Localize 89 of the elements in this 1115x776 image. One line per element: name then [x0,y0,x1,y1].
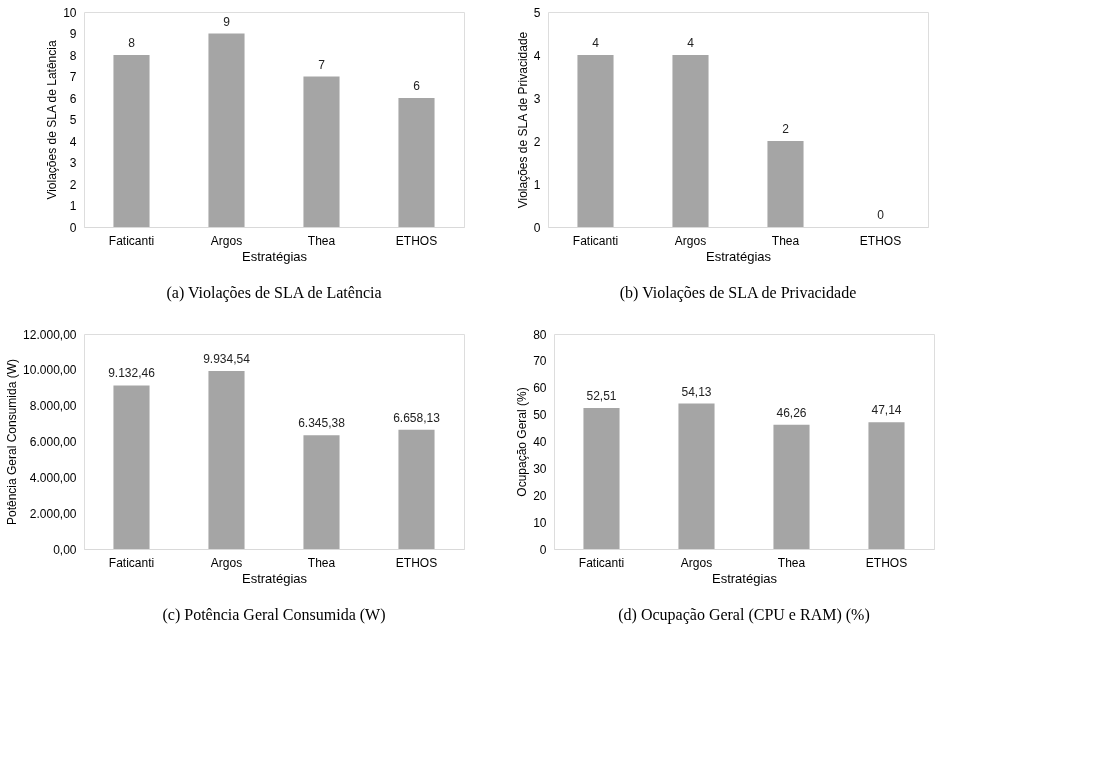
bar [398,98,435,227]
bar [208,33,245,227]
y-tick-label: 8 [69,48,77,63]
y-tick-label: 10.000,00 [23,363,77,378]
bar [113,385,150,549]
data-label: 6.658,13 [393,410,441,425]
y-tick-label: 2 [69,177,77,192]
y-tick-label: 10 [533,515,547,530]
y-tick-label: 1 [533,177,541,192]
y-tick-label: 5 [533,5,541,20]
x-tick-label: ETHOS [395,555,438,570]
bar [583,407,620,549]
y-tick-label: 4 [533,48,541,63]
y-tick-label: 6 [69,91,77,106]
data-label: 6.345,38 [298,416,346,431]
y-tick-label: 0 [539,542,547,557]
x-tick-label: Faticanti [108,555,155,570]
x-tick-label: ETHOS [865,555,908,570]
y-tick-label: 20 [533,488,547,503]
y-tick-label: 9 [69,27,77,41]
y-tick-label: 5 [69,113,77,127]
bar [208,371,245,549]
y-axis-title: Violações de SLA de Privacidade [515,31,530,209]
data-label: 52,51 [586,388,617,403]
x-tick-label: Faticanti [108,233,155,248]
x-tick-label: Argos [210,233,243,248]
x-tick-label: Thea [771,233,800,248]
data-label: 54,13 [681,384,712,399]
data-label: 9 [223,14,231,29]
y-axis-title: Ocupação Geral (%) [515,387,530,497]
x-axis-title: Estratégias [705,248,772,264]
y-tick-label: 10 [63,5,77,20]
data-label: 4 [592,36,600,50]
y-tick-label: 1 [69,199,77,213]
text: (d) Ocupação Geral (CPU e RAM) (%) [618,606,870,624]
bar [303,76,340,227]
y-tick-label: 2 [533,134,541,149]
data-label: 7 [318,57,326,72]
y-tick-label: 12.000,00 [23,327,77,342]
data-label: 2 [782,122,790,136]
y-tick-label: 3 [69,156,77,170]
text: (a) Violações de SLA de Latência [166,284,382,302]
y-tick-label: 80 [533,327,547,342]
bar [398,429,435,549]
x-tick-label: ETHOS [395,233,438,248]
y-tick-label: 0,00 [53,542,77,557]
bar [113,55,150,227]
y-tick-label: 70 [533,354,547,369]
x-axis-title: Estratégias [241,248,308,264]
bar [678,403,715,549]
x-tick-label: Faticanti [578,555,625,570]
data-label: 47,14 [871,403,902,418]
y-tick-label: 40 [533,435,547,449]
data-label: 9.132,46 [108,366,156,381]
y-axis-title: Violações de SLA de Latência [45,40,60,200]
x-tick-label: Thea [307,233,336,248]
y-tick-label: 7 [69,70,77,84]
bar [773,424,810,549]
data-label: 8 [128,36,136,50]
x-tick-label: Thea [777,555,806,570]
x-tick-label: Thea [307,555,336,570]
x-axis-title: Estratégias [241,570,308,586]
y-tick-label: 3 [533,91,541,106]
text: (b) Violações de SLA de Privacidade [619,284,857,302]
text: (c) Potência Geral Consumida (W) [162,606,386,624]
x-axis-title: Estratégias [711,570,778,586]
y-tick-label: 4 [69,134,77,149]
y-tick-label: 60 [533,381,547,396]
y-tick-label: 30 [533,461,547,476]
bar [303,435,340,549]
y-tick-label: 6.000,00 [29,435,77,449]
x-tick-label: Faticanti [572,233,619,248]
y-tick-label: 8.000,00 [29,399,77,414]
data-label: 9.934,54 [203,352,251,367]
x-tick-label: ETHOS [859,233,902,248]
x-tick-label: Argos [680,555,713,570]
bar [868,422,905,549]
y-tick-label: 0 [69,220,77,235]
x-tick-label: Argos [210,555,243,570]
data-label: 6 [413,79,421,93]
y-tick-label: 2.000,00 [29,506,77,521]
y-tick-label: 4.000,00 [29,470,77,485]
data-label: 4 [687,36,695,50]
x-tick-label: Argos [674,233,707,248]
y-tick-label: 0 [533,220,541,235]
y-tick-label: 50 [533,408,547,423]
y-axis-title: Potência Geral Consumida (W) [5,358,20,526]
data-label: 0 [877,208,885,222]
data-label: 46,26 [776,405,807,420]
